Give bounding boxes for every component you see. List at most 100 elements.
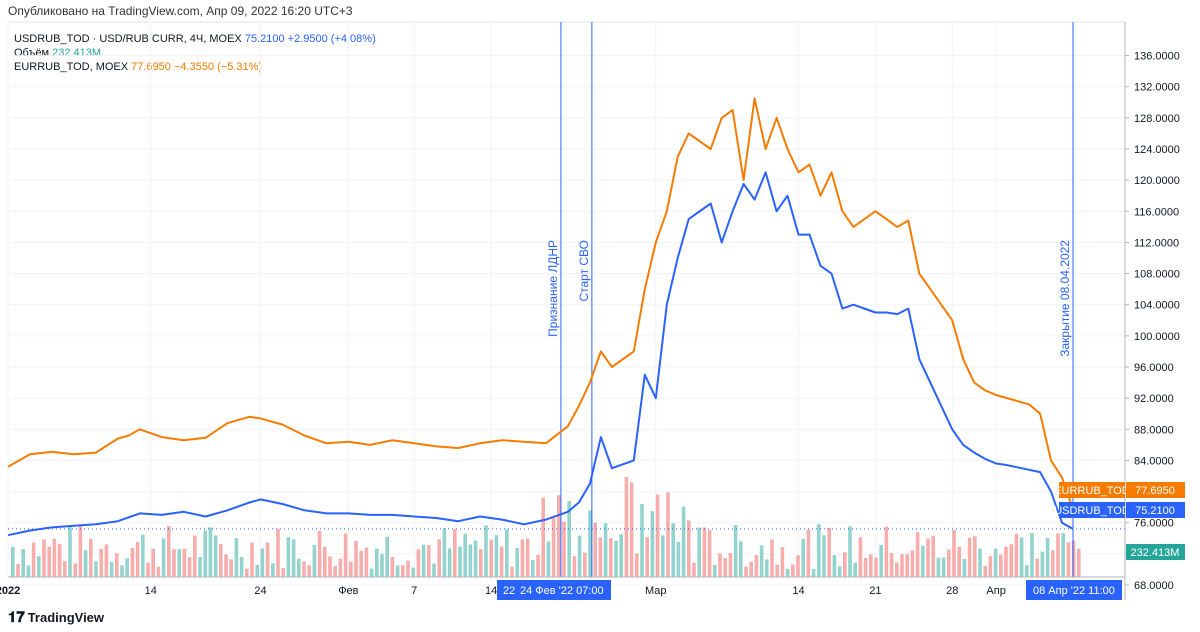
y-tick-label: 84.0000 [1134, 455, 1174, 467]
volume-bar [359, 550, 363, 577]
volume-bar [900, 554, 904, 577]
volume-bar [63, 561, 67, 577]
volume-bar [749, 561, 753, 577]
volume-bar [390, 556, 395, 577]
legend-usd-value: 75.2100 [244, 33, 285, 45]
volume-bar [702, 527, 707, 577]
volume-bar [364, 547, 369, 577]
y-tick-label: 132.0000 [1134, 82, 1180, 94]
volume-bar [323, 546, 327, 577]
volume-bar [89, 538, 93, 577]
footer-brand[interactable]: 𝟏𝟕 TradingView [8, 609, 104, 626]
volume-bar [978, 548, 982, 577]
x-tick-label: Фев [338, 585, 358, 597]
volume-bar [791, 564, 795, 577]
x-tick-label: 24 [254, 585, 266, 597]
volume-bar [681, 506, 686, 577]
volume-bar [255, 564, 259, 577]
volume-bar [343, 533, 348, 577]
legend-usd-row[interactable]: USDRUB_TOD · USD/RUB CURR, 4Ч, MOEX 75.2… [14, 32, 376, 46]
volume-bar [21, 549, 25, 577]
price-tag-value: 77.6950 [1135, 485, 1175, 497]
volume-bar [848, 526, 852, 577]
volume-bar [307, 565, 311, 577]
price-tag-name: USDRUB_TOD [1054, 505, 1130, 517]
volume-bar [68, 526, 72, 577]
volume-bar [510, 566, 514, 577]
plot-frame [7, 21, 1126, 578]
price-tag-value-box [1126, 482, 1185, 498]
volume-bar [936, 557, 941, 577]
x-tick-label: 14 [792, 585, 804, 597]
volume-bar [479, 549, 483, 577]
volume-bar [863, 557, 868, 577]
volume-bar [380, 553, 384, 577]
volume-bar [962, 558, 967, 577]
legend-usd-label: USDRUB_TOD · USD/RUB CURR, 4Ч, MOEX [14, 33, 242, 45]
volume-bar [1004, 546, 1008, 577]
volume-bar [957, 546, 961, 577]
volume-bar [765, 559, 769, 577]
legend-eur-row[interactable]: EURRUB_TOD, MOEX 77.6950 −4.3550 (−5.31%… [14, 60, 376, 74]
volume-bar [921, 545, 925, 577]
volume-bar [99, 548, 103, 577]
volume-bar [889, 553, 894, 577]
volume-bar [276, 528, 280, 577]
volume-bar [499, 546, 504, 577]
volume-bar [874, 557, 878, 577]
price-tag-name-box [1059, 482, 1125, 498]
volume-bar [395, 565, 400, 577]
volume-bar [1066, 542, 1071, 577]
volume-bar [817, 524, 821, 577]
volume-bar [895, 562, 899, 577]
volume-bar [52, 538, 57, 577]
volume-bar [37, 556, 41, 577]
volume-bar [843, 552, 847, 577]
y-tick-label: 76.0000 [1134, 518, 1174, 530]
volume-bar [967, 537, 972, 577]
volume-bar [806, 529, 811, 577]
volume-bar [635, 553, 639, 577]
event-annotations: Признание ЛДНР Старт СВО Закрытие 08.04.20… [8, 22, 1125, 577]
y-tick-label: 104.0000 [1134, 300, 1180, 312]
volume-bar [47, 546, 51, 577]
price-tags: EURRUB_TOD 77.6950 USDRUB_TOD 75.2100 232.41… [497, 482, 1185, 600]
x-tick-label: 21 [869, 585, 881, 597]
volume-bar [687, 520, 691, 577]
volume-bar [983, 565, 987, 577]
chart-axes: 68.000072.000076.000080.000084.000088.00… [0, 22, 1180, 600]
volume-bar [551, 517, 556, 577]
footer-brand-label: TradingView [27, 610, 105, 625]
volume-bar [973, 536, 977, 577]
volume-bar [1045, 537, 1050, 577]
annotation-label: Признание ЛДНР [546, 240, 560, 337]
volume-bar [723, 558, 727, 577]
volume-bar [401, 565, 405, 577]
volume-bar [915, 532, 920, 577]
volume-bar [213, 535, 218, 577]
volume-bar [245, 568, 249, 577]
volume-bar [57, 543, 62, 577]
volume-bar [208, 527, 213, 577]
volume-bar [629, 482, 634, 577]
volume-bar [624, 476, 629, 577]
volume-bar [931, 535, 935, 577]
volume-bar [130, 547, 135, 577]
volume-bar [993, 548, 998, 577]
volume-bar [593, 522, 597, 577]
x-tick-label: Апр [986, 585, 1005, 597]
volume-bar [713, 565, 717, 577]
volume-bar [822, 535, 826, 577]
price-tag-value-box [1126, 502, 1185, 518]
volume-bar [619, 534, 623, 577]
volume-bar [744, 566, 748, 577]
volume-bar [83, 550, 88, 577]
volume-bar [453, 529, 457, 577]
volume-bar [536, 554, 540, 577]
volume-bar [520, 539, 525, 577]
volume-bar [442, 528, 447, 577]
volume-bar [1030, 533, 1034, 577]
volume-bar [562, 521, 566, 577]
volume-bar [135, 541, 140, 577]
